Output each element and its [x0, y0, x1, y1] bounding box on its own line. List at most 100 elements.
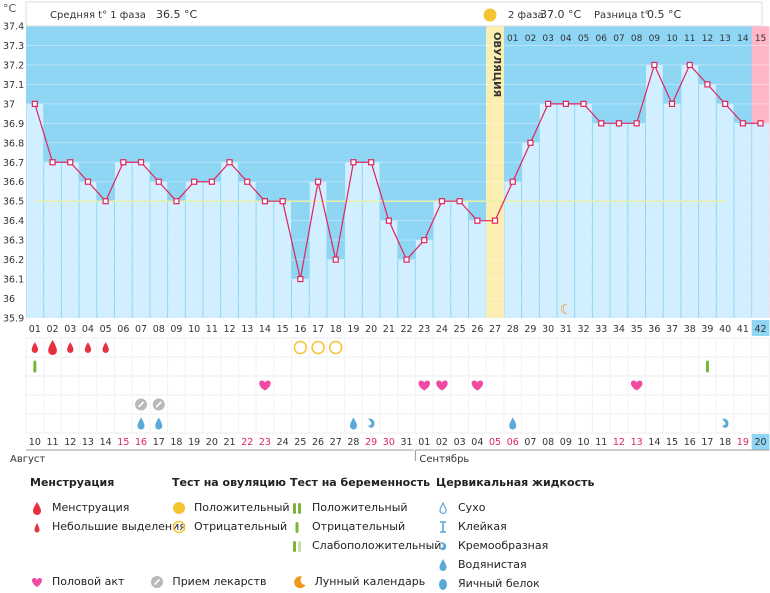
- temp-point: [208, 178, 215, 185]
- y-tick-label: 36.5: [3, 197, 24, 208]
- pregnancy-test-negative-icon: [705, 360, 709, 373]
- date-label: 17: [701, 437, 713, 448]
- temp-point: [456, 198, 463, 205]
- temp-point: [279, 198, 286, 205]
- intercourse-heart-icon: [471, 380, 484, 391]
- y-tick-label: 37.2: [3, 60, 24, 71]
- intercourse-heart-icon: [436, 380, 448, 391]
- ovulation-test-negative-icon: [311, 340, 325, 355]
- date-label: 14: [648, 437, 660, 448]
- temp-point: [580, 100, 587, 107]
- x-tick-label: 19: [347, 324, 359, 335]
- temp-bar: [610, 123, 628, 318]
- temp-bar: [150, 181, 168, 318]
- ovulation-test-negative-icon: [293, 340, 308, 355]
- date-label: 17: [153, 437, 165, 448]
- legend: Менструация Менструация Небольшие выделе…: [0, 476, 770, 590]
- legend-fluid-item: Клейкая: [436, 517, 594, 536]
- legend-pregnancy-item: Положительный: [290, 498, 441, 517]
- phase2-day-label: 03: [542, 34, 553, 44]
- phase2-day-label: 15: [755, 34, 766, 44]
- temp-bar: [539, 103, 557, 318]
- menstruation-drop-small-icon: [31, 342, 38, 353]
- temp-point: [757, 120, 764, 127]
- legend-fluid-item: Кремообразная: [436, 536, 594, 555]
- temperature-series-line: [34, 63, 761, 280]
- legend-label: Слабоположительный: [312, 539, 442, 552]
- legend-label: Прием лекарств: [172, 575, 267, 588]
- legend-label: Водянистая: [458, 558, 527, 571]
- temperature-points: [31, 61, 764, 283]
- y-tick-label: 36.4: [3, 216, 24, 227]
- legend-fluid-item: Водянистая: [436, 555, 594, 574]
- temp-point: [421, 237, 428, 244]
- legend-label: Клейкая: [458, 520, 507, 533]
- y-tick-label: 36: [3, 294, 15, 305]
- temp-point: [633, 120, 640, 127]
- fluid-watery-icon: [509, 417, 517, 430]
- temp-bar: [345, 162, 362, 318]
- x-tick-label: 27: [489, 324, 501, 335]
- month-label: Август: [10, 454, 45, 465]
- temp-point: [191, 178, 198, 185]
- header-bar: [25, 1, 763, 27]
- date-label: 30: [383, 437, 395, 448]
- temp-bar: [646, 64, 663, 318]
- legend-label: Половой акт: [52, 575, 125, 588]
- sticky-icon: [440, 520, 446, 533]
- month-label: Сентябрь: [419, 454, 469, 465]
- legend-fluid-item: Яичный белок: [436, 574, 594, 593]
- temp-point: [350, 159, 357, 166]
- date-label: 08: [542, 437, 554, 448]
- menstruation-drop-small-icon: [102, 342, 109, 353]
- temp-bar: [451, 201, 468, 318]
- temp-point: [615, 120, 623, 127]
- y-tick-label: 37.4: [3, 22, 24, 33]
- date-label: 12: [613, 437, 625, 448]
- legend-pregnancy-item: Отрицательный: [290, 517, 441, 536]
- legend-label: Яичный белок: [458, 577, 540, 590]
- x-tick-label: 41: [737, 324, 749, 335]
- temp-bar: [522, 142, 539, 318]
- x-tick-label: 22: [401, 324, 413, 335]
- phase2-day-label: 04: [560, 34, 572, 44]
- date-label: 20: [755, 437, 767, 448]
- current-date-highlight: [751, 434, 770, 450]
- menstruation-drop-large-icon: [48, 340, 57, 355]
- x-tick-label: 26: [471, 324, 483, 335]
- grid-lines: [26, 25, 770, 319]
- ovulation-column: [486, 26, 504, 318]
- pregnancy-test-negative-icon: [33, 360, 37, 373]
- y-tick-label: 36.2: [3, 255, 24, 266]
- temp-bar: [504, 181, 522, 318]
- date-label: 12: [64, 437, 76, 448]
- legend-pregnancy-title: Тест на беременность: [290, 476, 431, 489]
- x-tick-label: 14: [259, 324, 271, 335]
- legend-pregnancy-test: Тест на беременность Положительный Отриц…: [290, 476, 441, 555]
- date-label: 09: [560, 437, 572, 448]
- marker-rows: [31, 340, 729, 430]
- legend-label: Сухо: [458, 501, 486, 514]
- date-label: 05: [489, 437, 501, 448]
- temp-bar: [592, 123, 610, 318]
- temp-bar: [309, 181, 327, 318]
- temp-bar: [274, 201, 291, 318]
- phase2-day-label: 05: [578, 34, 589, 44]
- temp-bar: [221, 162, 238, 318]
- temp-bar: [663, 103, 681, 318]
- legend-pregnancy-item: Слабоположительный: [290, 536, 441, 555]
- date-label: 02: [436, 437, 448, 448]
- intercourse-heart-icon: [630, 380, 643, 391]
- y-tick-label: 36.1: [3, 275, 24, 286]
- x-tick-label: 20: [365, 324, 377, 335]
- temp-bar: [97, 201, 114, 318]
- temp-bar: [256, 201, 274, 318]
- temp-point: [244, 178, 251, 185]
- temp-bar: [79, 181, 97, 318]
- x-tick-label: 30: [542, 324, 554, 335]
- temp-bar: [203, 181, 221, 318]
- legend-label: Лунный календарь: [314, 575, 426, 588]
- date-label: 06: [507, 437, 519, 448]
- x-tick-label: 25: [454, 324, 466, 335]
- x-axis-cycle-days: 01 02 03 04 05 06 07 08 09 10 11 12 13 14 15 16 17 18 19 20…: [29, 320, 770, 336]
